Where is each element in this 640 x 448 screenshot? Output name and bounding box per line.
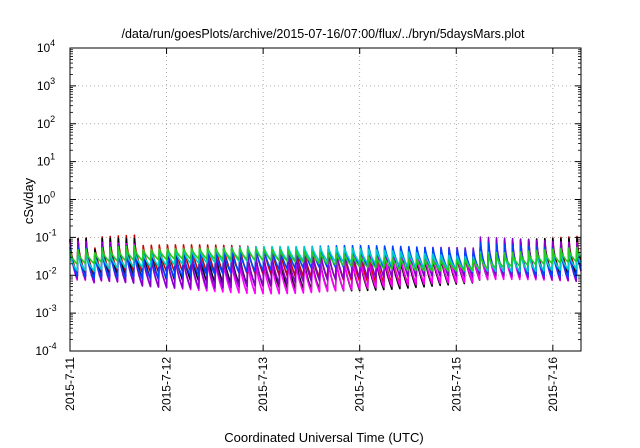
- series-line: [69, 245, 582, 272]
- y-tick-label: 10-2: [35, 265, 56, 282]
- x-axis-label: Coordinated Universal Time (UTC): [224, 430, 423, 445]
- y-ticks: 10-4 10-3 10-2 10-1 100 101 102 103 104: [35, 38, 581, 358]
- x-tick-label: 2015-7-15: [449, 357, 463, 412]
- data-series: [69, 234, 582, 295]
- y-tick-label: 102: [37, 114, 55, 131]
- y-axis-label: cSv/day: [21, 177, 36, 224]
- x-tick-label: 2015-7-13: [256, 357, 270, 412]
- y-tick-label: 100: [37, 190, 55, 207]
- chart-title: /data/run/goesPlots/archive/2015-07-16/0…: [121, 27, 525, 41]
- y-tick-label: 101: [37, 152, 55, 169]
- y-tick-label: 104: [37, 38, 55, 55]
- y-tick-label: 10-3: [35, 303, 56, 320]
- y-tick-label: 10-1: [35, 227, 56, 244]
- x-tick-label: 2015-7-14: [353, 357, 367, 412]
- x-ticks: 2015-7-11 2015-7-12 2015-7-13 2015-7-14 2015…: [63, 48, 560, 412]
- grid-lines: [70, 48, 581, 351]
- x-tick-label: 2015-7-11: [63, 357, 77, 411]
- x-tick-label: 2015-7-12: [160, 357, 174, 412]
- y-tick-label: 103: [37, 76, 55, 93]
- x-tick-label: 2015-7-16: [546, 357, 560, 412]
- y-tick-label: 10-4: [35, 341, 56, 358]
